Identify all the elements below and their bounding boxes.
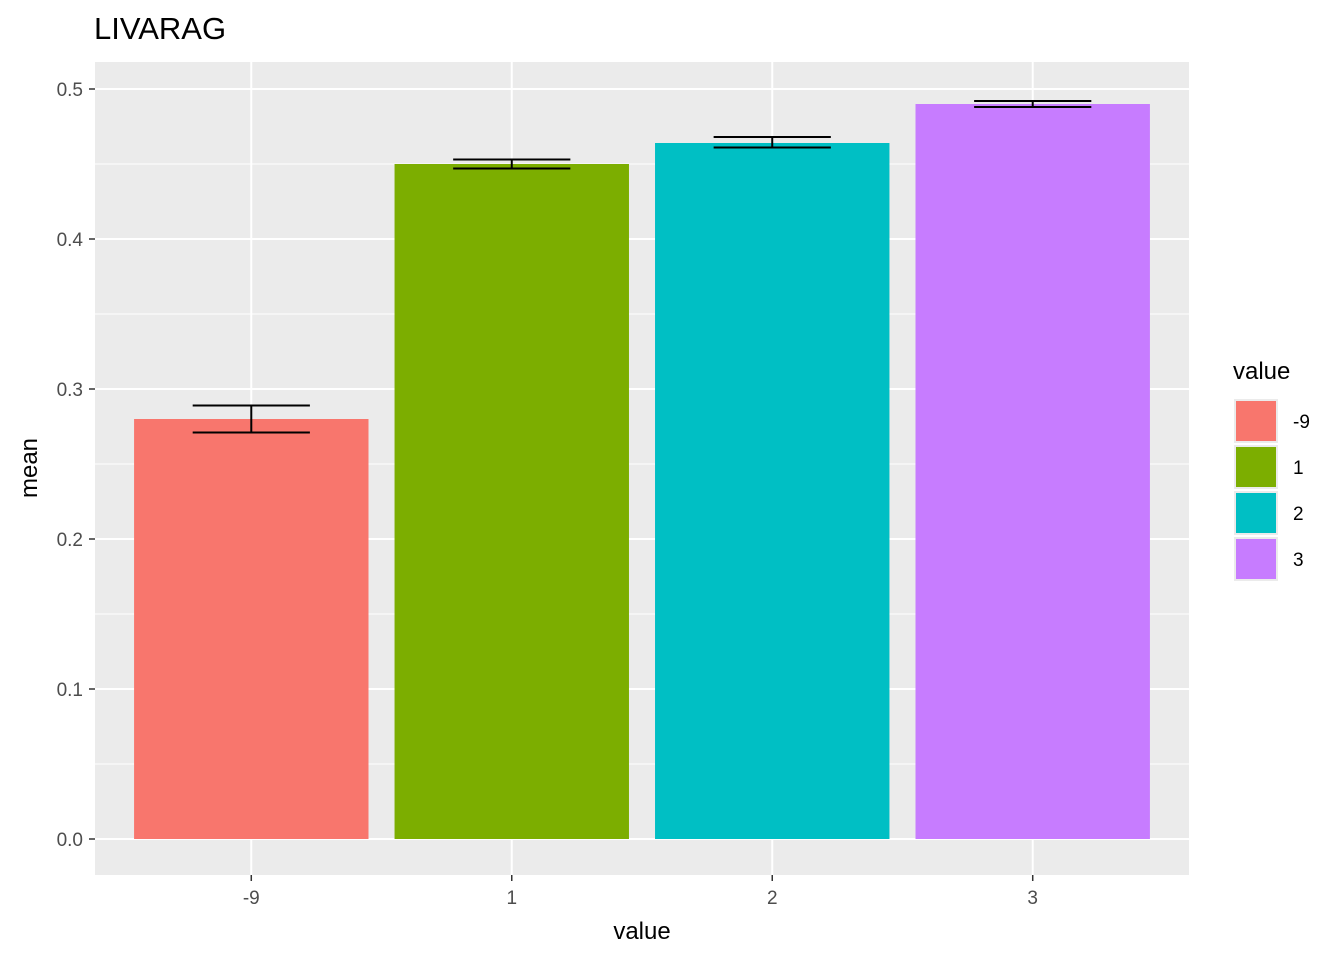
- legend-title: value: [1233, 358, 1290, 385]
- legend-label: 3: [1293, 550, 1304, 571]
- legend-label: 2: [1293, 504, 1304, 525]
- legend-swatch-2: [1236, 493, 1276, 533]
- y-tick-label: 0.0: [57, 830, 83, 851]
- y-axis: 0.0 0.1 0.2 0.3 0.4 0.5: [57, 80, 95, 851]
- legend-label: -9: [1293, 412, 1310, 433]
- legend-swatch-1: [1236, 447, 1276, 487]
- x-tick-label: 2: [767, 888, 778, 909]
- bar-2: [655, 143, 890, 839]
- bar--9: [134, 419, 369, 839]
- y-tick-label: 0.5: [57, 80, 83, 101]
- x-tick-label: 3: [1027, 888, 1038, 909]
- legend: value -9 1 2 3: [1233, 358, 1310, 581]
- x-tick-label: -9: [243, 888, 260, 909]
- y-tick-label: 0.3: [57, 380, 83, 401]
- y-axis-title: mean: [16, 438, 43, 498]
- bars: [134, 104, 1150, 839]
- chart-title: LIVARAG: [94, 11, 226, 46]
- y-tick-label: 0.4: [57, 230, 84, 251]
- bar-3: [915, 104, 1150, 839]
- legend-label: 1: [1293, 458, 1304, 479]
- x-axis-title: value: [613, 918, 670, 945]
- x-axis: -9 1 2 3: [243, 875, 1038, 909]
- legend-swatch--9: [1236, 401, 1276, 441]
- error-bars: [192, 100, 1092, 434]
- y-tick-label: 0.2: [57, 530, 83, 551]
- y-tick-label: 0.1: [57, 680, 83, 701]
- x-tick-label: 1: [506, 888, 517, 909]
- legend-swatch-3: [1236, 539, 1276, 579]
- bar-1: [394, 164, 629, 839]
